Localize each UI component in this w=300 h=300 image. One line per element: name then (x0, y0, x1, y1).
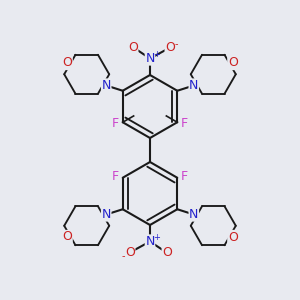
Text: +: + (153, 233, 160, 242)
Text: N: N (189, 208, 199, 221)
Text: N: N (189, 79, 199, 92)
Text: F: F (181, 170, 188, 183)
Text: N: N (101, 79, 111, 92)
Text: O: O (228, 56, 238, 70)
Text: O: O (165, 40, 175, 54)
Text: N: N (101, 208, 111, 221)
Text: O: O (62, 230, 72, 244)
Text: O: O (162, 246, 172, 260)
Text: O: O (125, 246, 135, 260)
Text: F: F (112, 117, 119, 130)
Text: -: - (122, 251, 125, 261)
Text: F: F (112, 170, 119, 183)
Text: N: N (145, 52, 155, 65)
Text: O: O (128, 40, 138, 54)
Text: -: - (175, 39, 178, 49)
Text: +: + (153, 50, 160, 59)
Text: O: O (228, 230, 238, 244)
Text: F: F (181, 117, 188, 130)
Text: N: N (145, 235, 155, 248)
Text: O: O (62, 56, 72, 70)
